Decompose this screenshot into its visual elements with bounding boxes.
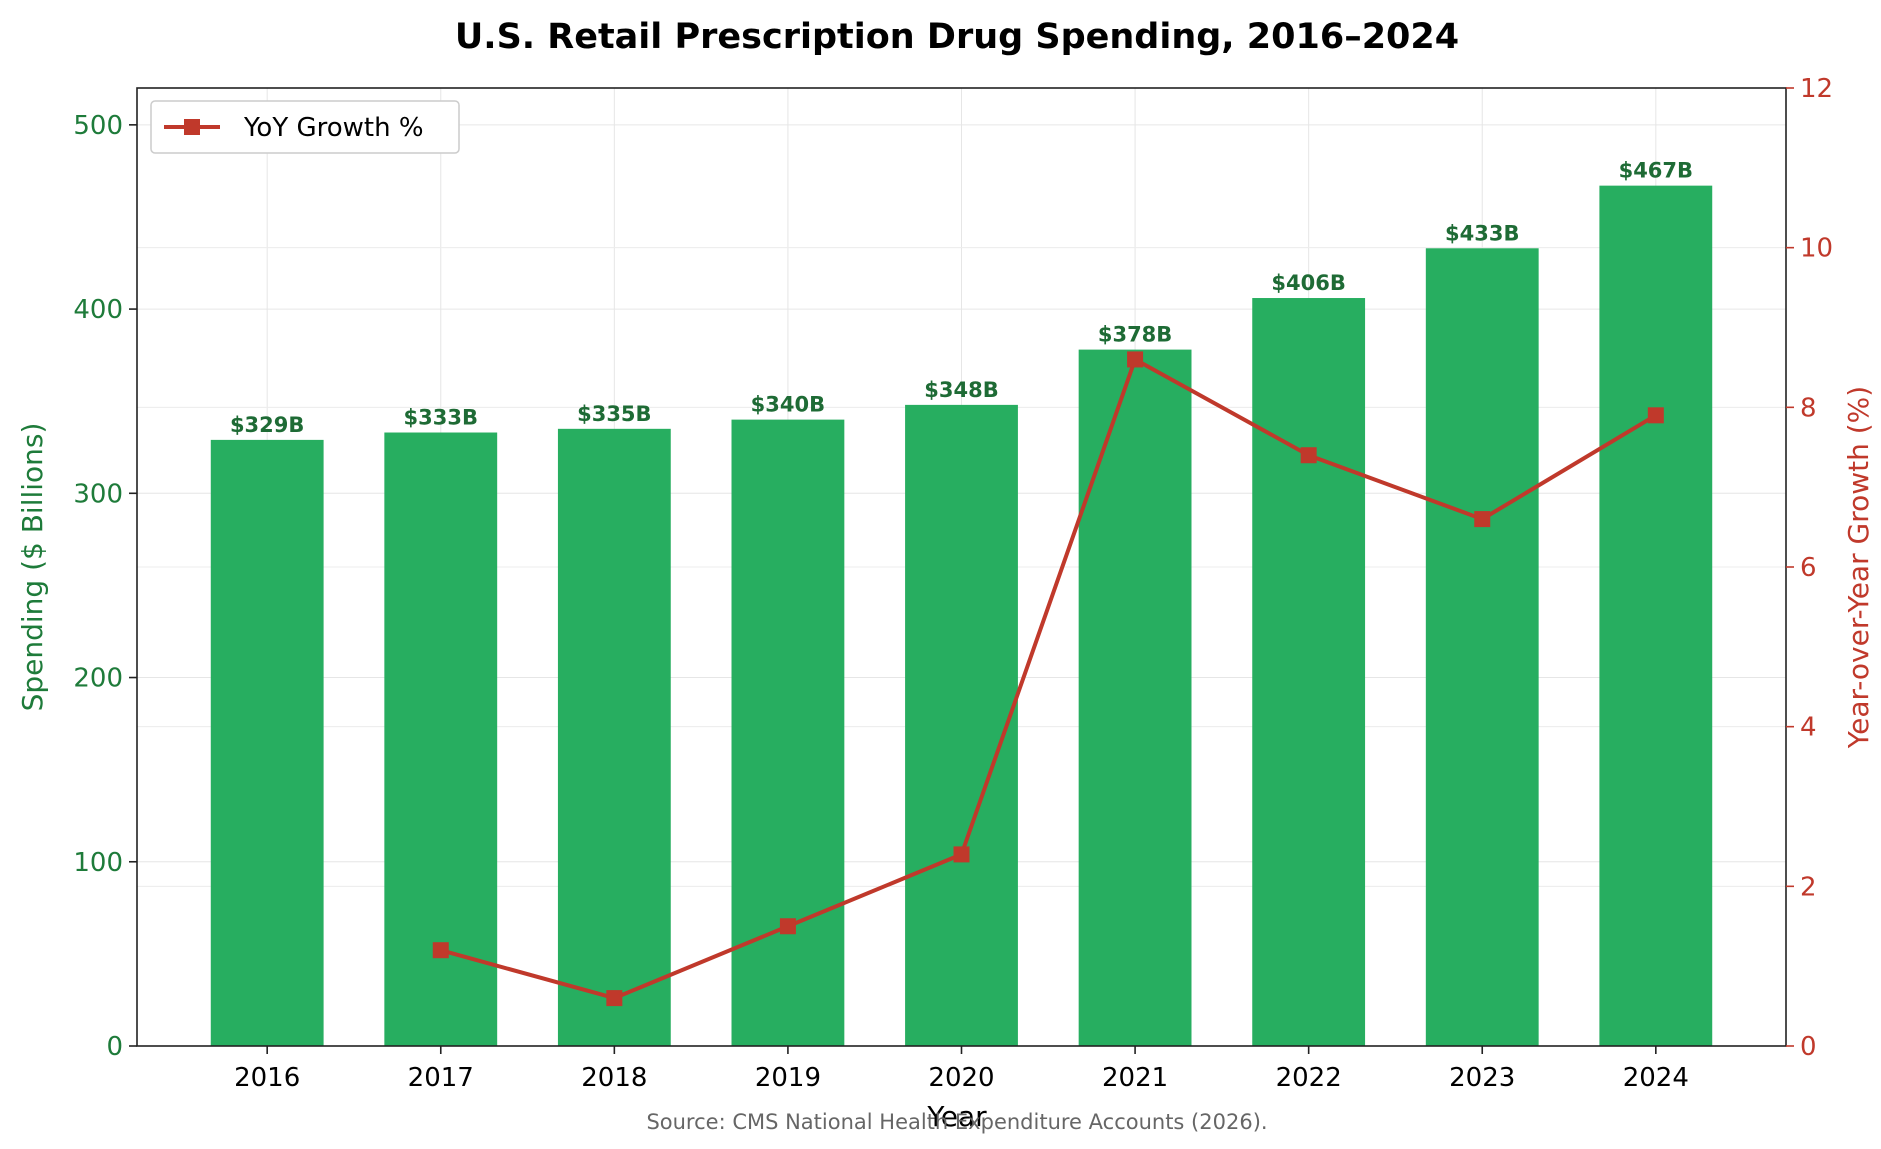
source-note: Source: CMS National Health Expenditure … <box>646 1110 1267 1134</box>
x-axis-ticks: 2016 2017 2018 2019 2020 2021 2022 2023 2024 <box>234 1046 1689 1093</box>
left-y-tick-label-400: 400 <box>73 295 123 325</box>
left-y-tick-label-0: 0 <box>106 1032 123 1062</box>
bar-label-2023: $433B <box>1445 221 1519 245</box>
right-y-tick-label-4: 4 <box>1800 713 1817 743</box>
x-tick-label-2022: 2022 <box>1276 1063 1342 1093</box>
bar-2021 <box>1078 349 1192 1047</box>
left-y-tick-label-300: 300 <box>73 479 123 509</box>
right-y-axis-label: Year-over-Year Growth (%) <box>1842 386 1875 749</box>
growth-point-2020 <box>953 846 970 863</box>
bar-label-2024: $467B <box>1619 159 1693 183</box>
right-y-tick-label-10: 10 <box>1800 234 1833 264</box>
bar-label-2021: $378B <box>1098 323 1172 347</box>
bar-data-labels: $329B $333B $335B $340B $348B $378B $406B $433B… <box>230 159 1693 437</box>
bar-label-2017: $333B <box>404 406 478 430</box>
growth-point-2023 <box>1474 511 1491 528</box>
x-axis-label: Year <box>926 1100 987 1133</box>
growth-point-2024 <box>1647 407 1664 424</box>
bar-2020 <box>905 404 1018 1046</box>
bar-2016 <box>210 439 324 1047</box>
x-tick-label-2020: 2020 <box>928 1063 994 1093</box>
legend: YoY Growth % <box>150 100 460 154</box>
right-y-tick-label-12: 12 <box>1800 74 1833 104</box>
bar-label-2020: $348B <box>924 378 998 402</box>
bar-2019 <box>731 419 845 1047</box>
x-tick-label-2024: 2024 <box>1623 1063 1689 1093</box>
x-tick-label-2023: 2023 <box>1449 1063 1515 1093</box>
legend-marker-swatch <box>184 119 200 135</box>
growth-point-2021 <box>1127 351 1144 368</box>
growth-point-2017 <box>432 942 449 959</box>
left-y-axis-ticks: 0 100 200 300 400 500 <box>73 111 137 1062</box>
bar-label-2016: $329B <box>230 413 304 437</box>
bar-2018 <box>557 428 671 1047</box>
right-y-tick-label-0: 0 <box>1800 1032 1817 1062</box>
left-y-tick-label-500: 500 <box>73 111 123 141</box>
x-tick-label-2016: 2016 <box>234 1063 300 1093</box>
bar-2024 <box>1599 185 1713 1046</box>
x-tick-label-2018: 2018 <box>581 1063 647 1093</box>
growth-line-series <box>432 351 1664 1007</box>
right-y-tick-label-2: 2 <box>1800 872 1817 902</box>
right-y-axis-ticks: 0 2 4 6 8 10 12 <box>1786 74 1833 1062</box>
chart-title: U.S. Retail Prescription Drug Spending, … <box>455 17 1459 57</box>
legend-box <box>150 100 460 154</box>
growth-point-2019 <box>779 918 796 935</box>
legend-entry-label: YoY Growth % <box>243 113 424 143</box>
x-tick-label-2021: 2021 <box>1102 1063 1168 1093</box>
bar-series <box>210 185 1713 1047</box>
x-tick-label-2019: 2019 <box>755 1063 821 1093</box>
growth-line <box>440 357 1657 1001</box>
x-tick-label-2017: 2017 <box>408 1063 474 1093</box>
left-y-tick-label-100: 100 <box>73 848 123 878</box>
right-y-tick-label-8: 8 <box>1800 393 1817 423</box>
left-y-tick-label-200: 200 <box>73 664 123 694</box>
bar-label-2018: $335B <box>577 402 651 426</box>
bar-label-2019: $340B <box>751 393 825 417</box>
bar-label-2022: $406B <box>1271 271 1345 295</box>
right-y-tick-label-6: 6 <box>1800 553 1817 583</box>
left-y-axis-label: Spending ($ Billions) <box>16 423 49 712</box>
bar-2023 <box>1425 248 1539 1046</box>
growth-point-2022 <box>1300 447 1317 464</box>
bar-2022 <box>1252 298 1366 1046</box>
growth-point-2018 <box>606 990 623 1007</box>
